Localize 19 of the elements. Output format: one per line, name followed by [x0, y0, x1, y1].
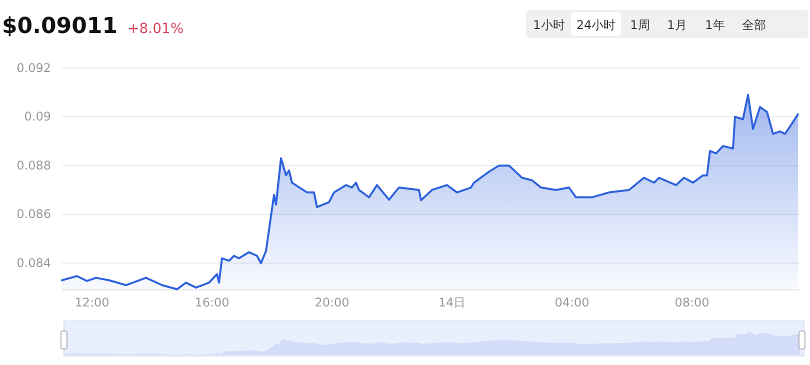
x-tick-label: 14日: [438, 296, 466, 310]
chart-subtitle: +8.01%: [128, 21, 184, 37]
x-tick-label: 04:00: [554, 296, 590, 310]
text: 1小时: [533, 18, 565, 32]
x-tick-label: 12:00: [74, 296, 110, 310]
x-tick-label: 20:00: [314, 296, 350, 310]
y-tick-label: 0.084: [16, 256, 51, 270]
y-tick-label: 0.088: [16, 158, 51, 172]
y-tick-label: 0.086: [16, 207, 51, 222]
text: 1月: [667, 18, 687, 32]
y-tick-label: 0.09: [24, 110, 51, 124]
chart-title: $0.09011: [2, 14, 118, 39]
x-tick-label: 16:00: [194, 296, 230, 310]
text: 24小时: [576, 18, 616, 32]
x-tick-label: 08:00: [674, 296, 710, 310]
y-tick-label: 0.092: [16, 60, 51, 75]
text: 全部: [742, 18, 766, 32]
text: 1年: [705, 18, 725, 32]
text: 1周: [630, 18, 650, 32]
